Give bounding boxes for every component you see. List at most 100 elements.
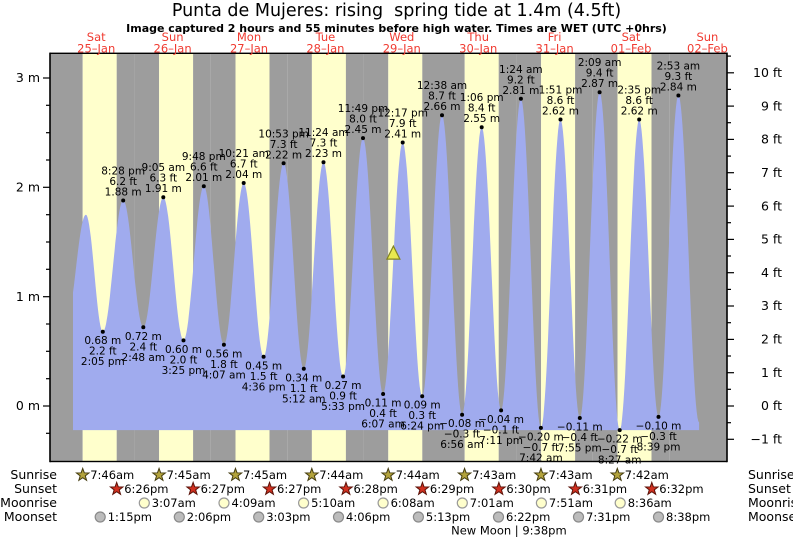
tide-extreme-label: 2:05 pm xyxy=(81,356,125,368)
left-axis-minor-tick xyxy=(46,241,50,243)
tide-extreme-label: 2.62 m xyxy=(621,106,658,118)
tide-extreme-label: 2.23 m xyxy=(305,148,342,160)
tide-extreme-label: −0.04 m xyxy=(478,414,524,426)
tide-extreme-dot xyxy=(201,184,206,189)
moonrise-icon xyxy=(298,497,310,509)
tide-extreme-dot xyxy=(261,354,266,359)
sunrise-time: 7:43am xyxy=(472,468,516,482)
tide-extreme-label: 9.2 ft xyxy=(507,74,535,86)
right-axis-minor-tick xyxy=(727,322,731,324)
sunrise-icon xyxy=(304,466,320,482)
tide-extreme-dot xyxy=(221,342,226,347)
right-axis-tick xyxy=(727,272,734,274)
right-axis-minor-tick xyxy=(727,422,731,424)
day-label-weekday: Tue xyxy=(315,30,336,44)
day-label-date: 02–Feb xyxy=(687,41,728,55)
tide-extreme-label: 6.2 ft xyxy=(109,176,137,188)
moonset-icon xyxy=(572,511,585,523)
tide-extreme-dot xyxy=(301,366,306,371)
sunrise-time: 7:45am xyxy=(243,468,287,482)
sunset-row-label-right: Sunset xyxy=(748,481,791,496)
moonrise-row-label-right: Moonrise xyxy=(748,495,793,510)
right-axis-tick xyxy=(727,72,734,74)
left-axis-minor-tick xyxy=(46,378,50,380)
moonrise-row-label-left: Moonrise xyxy=(0,495,57,510)
tide-extreme-label: 0.45 m xyxy=(245,360,282,372)
tide-extreme-label: 2.45 m xyxy=(345,124,382,136)
moonset-icon xyxy=(253,511,265,523)
left-axis-minor-tick xyxy=(46,159,50,161)
tide-extreme-dot xyxy=(656,414,661,419)
tide-extreme-dot xyxy=(181,338,186,343)
tide-extreme-label: 9:48 pm xyxy=(182,151,226,163)
tide-extreme-dot xyxy=(440,113,444,118)
moonset-time: 5:13pm xyxy=(426,510,470,524)
sunset-time: 6:30pm xyxy=(506,482,550,496)
tide-extreme-label: 2.41 m xyxy=(384,129,421,141)
right-axis-tick-label: 6 ft xyxy=(761,198,782,213)
tide-extreme-dot xyxy=(538,425,543,430)
tide-extreme-dot xyxy=(141,325,146,330)
tide-extreme-label: 2.2 ft xyxy=(89,346,117,358)
tide-extreme-label: 7:55 pm xyxy=(558,443,602,455)
tide-extreme-dot xyxy=(518,96,523,101)
moonset-icon xyxy=(332,511,345,523)
tide-extreme-label: 8.4 ft xyxy=(468,103,496,115)
left-axis-minor-tick xyxy=(46,104,50,106)
right-axis-minor-tick xyxy=(727,355,731,357)
left-axis-tick-label: 3 m xyxy=(16,70,40,85)
tide-extreme-label: 6:07 am xyxy=(361,419,405,431)
tide-extreme-dot xyxy=(321,160,326,165)
right-axis-tick-label: 9 ft xyxy=(761,98,782,113)
left-axis-minor-tick xyxy=(46,323,50,325)
moonrise-time: 5:10am xyxy=(311,496,355,510)
right-axis-minor-tick xyxy=(727,188,731,190)
tide-extreme-label: 5:12 am xyxy=(282,393,326,405)
tide-extreme-label: −0.7 ft xyxy=(523,442,559,454)
sunrise-time: 7:44am xyxy=(319,468,363,482)
day-label-date: 31–Jan xyxy=(536,41,574,55)
right-axis-tick-label: 7 ft xyxy=(761,165,782,180)
tide-extreme-label: 2.04 m xyxy=(225,169,262,181)
day-label-weekday: Mon xyxy=(237,30,261,44)
tide-extreme-label: 9.4 ft xyxy=(586,68,614,80)
moonrise-icon xyxy=(614,497,626,509)
tide-extreme-label: 3:25 pm xyxy=(162,365,206,377)
sunset-time: 6:31pm xyxy=(583,482,627,496)
tide-extreme-label: 8:27 am xyxy=(598,455,642,467)
tide-extreme-label: 1.88 m xyxy=(105,187,142,199)
tide-extreme-label: −0.22 m xyxy=(597,434,643,446)
plot-bottom-border xyxy=(50,460,727,463)
tide-extreme-label: 0.3 ft xyxy=(408,410,436,422)
tide-extreme-label: 1:24 am xyxy=(499,64,543,76)
day-label-date: 26–Jan xyxy=(154,41,192,55)
tide-extreme-label: 8.0 ft xyxy=(349,114,377,126)
tide-extreme-dot xyxy=(479,125,484,130)
tide-extreme-label: 8.6 ft xyxy=(625,95,653,107)
right-axis-tick xyxy=(727,338,734,340)
tide-extreme-label: 5:33 pm xyxy=(321,401,365,413)
tide-extreme-label: 7.3 ft xyxy=(270,139,298,151)
moonrise-icon xyxy=(138,497,150,509)
tide-extreme-label: 0.72 m xyxy=(125,331,162,343)
sunset-icon xyxy=(261,480,278,496)
tide-extreme-label: 1:51 pm xyxy=(539,85,583,97)
tide-extreme-label: −0.1 ft xyxy=(483,424,519,436)
right-axis-line xyxy=(726,52,728,463)
tide-extreme-label: 4:07 am xyxy=(202,369,246,381)
day-label-date: 27–Jan xyxy=(230,41,268,55)
day-label-weekday: Sun xyxy=(162,30,184,44)
tide-extreme-label: 2.22 m xyxy=(265,149,302,161)
moonrise-time: 3:07am xyxy=(152,496,196,510)
sunset-icon xyxy=(491,480,507,496)
right-axis-tick-label: 3 ft xyxy=(761,298,782,313)
tide-extreme-dot xyxy=(281,161,286,166)
tide-extreme-label: −0.3 ft xyxy=(444,429,480,441)
tide-extreme-dot xyxy=(400,140,405,145)
plot-top-border xyxy=(50,52,727,54)
tide-extreme-label: 7:42 am xyxy=(519,452,563,464)
right-axis-minor-tick xyxy=(727,255,731,257)
tide-extreme-label: 1:06 pm xyxy=(460,92,504,104)
tide-extreme-label: 2.66 m xyxy=(424,101,461,113)
tide-extreme-label: 2.81 m xyxy=(502,85,539,97)
